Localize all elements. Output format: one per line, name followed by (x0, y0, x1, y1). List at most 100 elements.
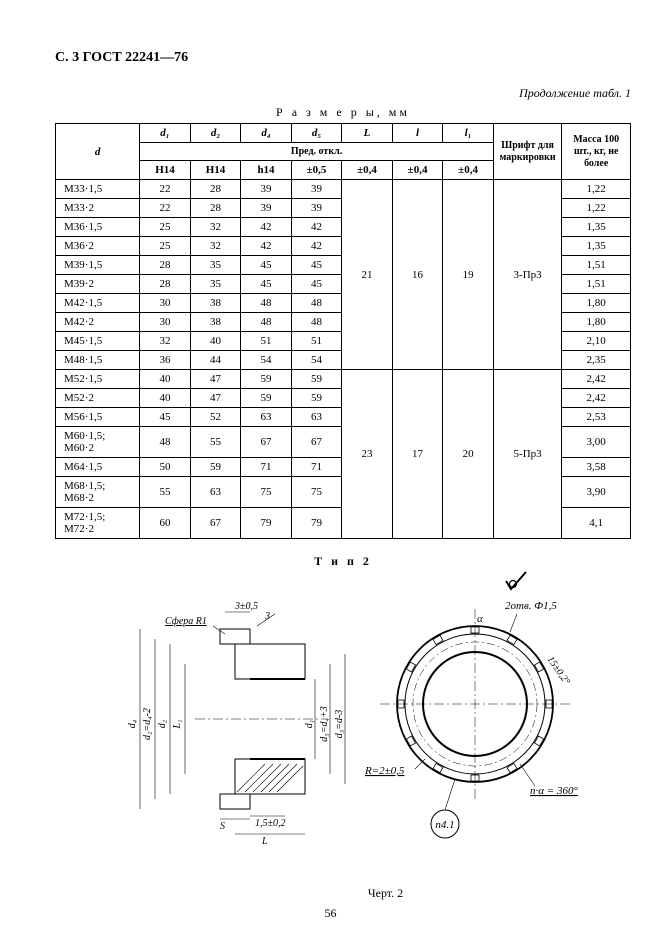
dimensions-table: d d₁ d₂ d₄ d₅ L l l₁ Шрифт для марки­ров… (55, 123, 631, 539)
cell-d5: 39 (291, 180, 342, 199)
cell-d1: 22 (140, 180, 191, 199)
cell-d2: 38 (190, 294, 241, 313)
cell-d1: 32 (140, 332, 191, 351)
cell-d5: 42 (291, 218, 342, 237)
cell-d1: 55 (140, 477, 191, 508)
svg-text:Сфера R1: Сфера R1 (165, 616, 207, 627)
cell-d4: 48 (241, 313, 292, 332)
svg-text:d₂: d₂ (157, 719, 168, 728)
cell-mass: 1,51 (562, 256, 631, 275)
cell-font: 3-Пр3 (493, 180, 562, 370)
cell-d1: 28 (140, 275, 191, 294)
cell-d2: 59 (190, 458, 241, 477)
col-l1: l₁ (443, 124, 494, 143)
cell-d2: 44 (190, 351, 241, 370)
tol-pm04b: ±0,4 (392, 161, 443, 180)
cell-d5: 71 (291, 458, 342, 477)
cell-d: М42·1,5 (56, 294, 140, 313)
cell-mass: 1,35 (562, 237, 631, 256)
cell-d: М52·1,5 (56, 370, 140, 389)
continuation-label: Продолжение табл. 1 (55, 86, 631, 101)
cell-d: М42·2 (56, 313, 140, 332)
cell-d1: 22 (140, 199, 191, 218)
cell-d4: 51 (241, 332, 292, 351)
cell-d1: 36 (140, 351, 191, 370)
svg-text:R=2±0,5: R=2±0,5 (364, 765, 405, 777)
cell-d5: 67 (291, 427, 342, 458)
cell-d4: 42 (241, 237, 292, 256)
cell-d4: 71 (241, 458, 292, 477)
cell-d1: 40 (140, 389, 191, 408)
page-header: С. 3 ГОСТ 22241—76 (55, 50, 631, 66)
cell-d5: 59 (291, 389, 342, 408)
cell-mass: 2,10 (562, 332, 631, 351)
col-d2: d₂ (190, 124, 241, 143)
cell-d1: 30 (140, 313, 191, 332)
cell-d4: 59 (241, 389, 292, 408)
cell-d5: 45 (291, 275, 342, 294)
cell-L: 23 (342, 370, 393, 539)
col-d4: d₄ (241, 124, 292, 143)
cell-l1: 19 (443, 180, 494, 370)
cell-mass: 2,42 (562, 370, 631, 389)
cell-d2: 52 (190, 408, 241, 427)
technical-drawing: d₄ d₂=d₄-2 d₂ L₁ d₁ d₅=d₄+3 d₃=d-3 3±0,5… (65, 574, 625, 854)
cell-d5: 48 (291, 313, 342, 332)
cell-d1: 25 (140, 218, 191, 237)
page-number: 56 (0, 906, 661, 921)
cell-l: 16 (392, 180, 443, 370)
svg-text:d₅=d₄+3: d₅=d₄+3 (319, 706, 330, 741)
tol-h14-2: Н14 (190, 161, 241, 180)
svg-text:1,5±0,2: 1,5±0,2 (255, 818, 286, 829)
svg-text:d₁: d₁ (304, 720, 315, 728)
cell-d5: 54 (291, 351, 342, 370)
svg-text:2отв. Ф1,5: 2отв. Ф1,5 (505, 600, 557, 612)
cell-d4: 67 (241, 427, 292, 458)
cell-d2: 28 (190, 180, 241, 199)
cell-mass: 3,00 (562, 427, 631, 458)
cell-d2: 47 (190, 389, 241, 408)
cell-d4: 39 (241, 180, 292, 199)
cell-d2: 35 (190, 275, 241, 294)
col-d: d (56, 124, 140, 180)
svg-text:L: L (261, 836, 268, 847)
cell-d2: 63 (190, 477, 241, 508)
cell-d4: 63 (241, 408, 292, 427)
cell-d4: 75 (241, 477, 292, 508)
cell-d1: 45 (140, 408, 191, 427)
tol-pm04a: ±0,4 (342, 161, 393, 180)
cell-mass: 4,1 (562, 508, 631, 539)
cell-d4: 48 (241, 294, 292, 313)
cell-d1: 60 (140, 508, 191, 539)
cell-d4: 45 (241, 275, 292, 294)
cell-d1: 25 (140, 237, 191, 256)
figure-caption: Черт. 2 (55, 886, 661, 901)
cell-d5: 51 (291, 332, 342, 351)
cell-mass: 1,22 (562, 199, 631, 218)
cell-mass: 1,80 (562, 313, 631, 332)
cell-d: М33·2 (56, 199, 140, 218)
cell-d2: 40 (190, 332, 241, 351)
cell-mass: 3,90 (562, 477, 631, 508)
cell-mass: 1,22 (562, 180, 631, 199)
cell-d2: 47 (190, 370, 241, 389)
cell-d4: 79 (241, 508, 292, 539)
cell-d2: 35 (190, 256, 241, 275)
cell-font: 5-Пр3 (493, 370, 562, 539)
cell-mass: 1,35 (562, 218, 631, 237)
cell-d4: 39 (241, 199, 292, 218)
cell-d: М36·2 (56, 237, 140, 256)
cell-d2: 32 (190, 218, 241, 237)
svg-text:d₂=d₄-2: d₂=d₄-2 (142, 708, 153, 740)
svg-text:3: 3 (264, 611, 270, 622)
figure-wrap: d₄ d₂=d₄-2 d₂ L₁ d₁ d₅=d₄+3 d₃=d-3 3±0,5… (55, 574, 631, 884)
col-font: Шрифт для марки­ровки (493, 124, 562, 180)
cell-mass: 2,35 (562, 351, 631, 370)
type-2-heading: Т и п 2 (55, 554, 631, 569)
tol-pm04c: ±0,4 (443, 161, 494, 180)
cell-d1: 40 (140, 370, 191, 389)
tol-h14-1: Н14 (140, 161, 191, 180)
cell-d4: 54 (241, 351, 292, 370)
cell-d4: 59 (241, 370, 292, 389)
cell-mass: 1,80 (562, 294, 631, 313)
